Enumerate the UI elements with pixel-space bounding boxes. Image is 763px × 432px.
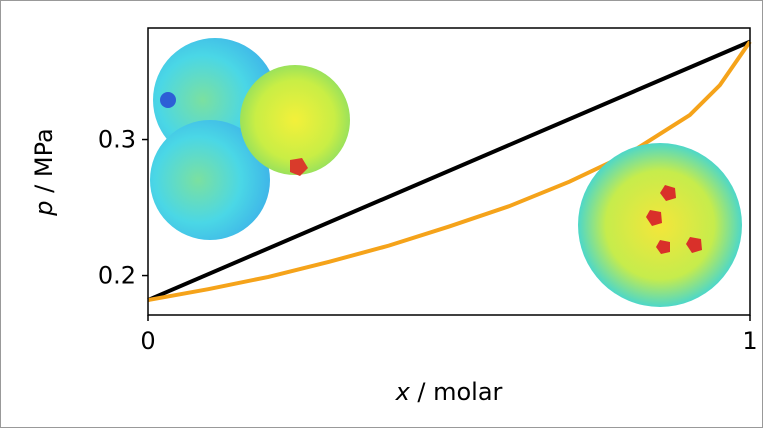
x-axis-label: x / molar xyxy=(395,378,503,406)
y-tick-label: 0.3 xyxy=(98,126,136,154)
y-axis-label: p / MPa xyxy=(30,128,58,216)
x-tick-label: 1 xyxy=(742,327,757,355)
x-tick-label: 0 xyxy=(140,327,155,355)
y-label-symbol: p xyxy=(30,200,58,216)
x-label-unit: / molar xyxy=(410,378,503,406)
y-tick-label: 0.2 xyxy=(98,262,136,290)
chart: x / molar p / MPa 0.2 0.3 0 1 xyxy=(0,0,763,428)
x-label-symbol: x xyxy=(395,378,411,406)
molecule-right xyxy=(578,143,742,307)
y-label-unit: / MPa xyxy=(30,128,58,200)
molecule-left xyxy=(150,38,350,240)
